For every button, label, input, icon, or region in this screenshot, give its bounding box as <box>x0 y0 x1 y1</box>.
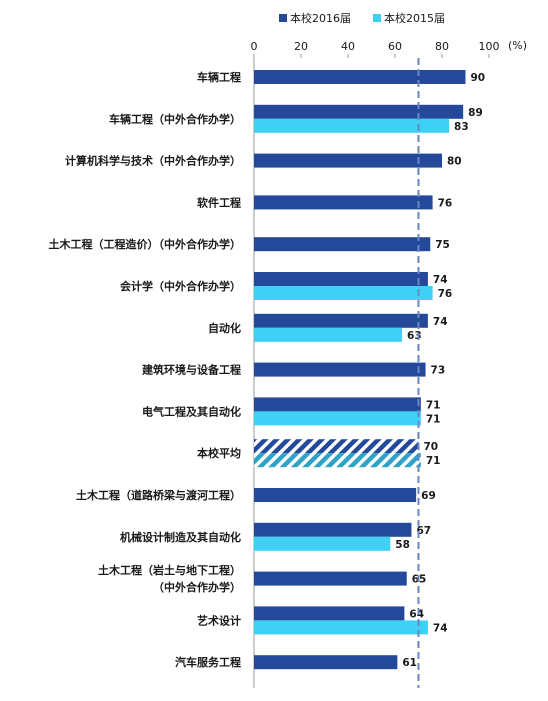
category-label: 汽车服务工程 <box>175 655 241 669</box>
bar-value-2015: 71 <box>426 413 441 425</box>
category-label: 土木工程（工程造价）（中外合作办学） <box>49 237 242 251</box>
x-tick-label: 100 <box>479 40 500 53</box>
bar-2016 <box>254 362 426 377</box>
category-label: 机械设计制造及其自动化 <box>120 530 241 544</box>
bar-2016 <box>254 488 417 502</box>
bar-2015 <box>254 453 421 468</box>
bar-value-2016: 89 <box>468 107 483 119</box>
bar-value-2016: 76 <box>438 197 453 209</box>
category-label: 自动化 <box>208 321 241 335</box>
category-label: 会计学（中外合作办学） <box>120 279 241 293</box>
bar-2016 <box>254 237 431 252</box>
bar-value-2016: 64 <box>409 608 424 620</box>
bar-value-2016: 67 <box>416 525 431 537</box>
bar-value-2015: 76 <box>438 288 453 300</box>
bar-value-2016: 71 <box>426 399 441 411</box>
bar-2015 <box>254 411 421 426</box>
bar-2016 <box>254 606 405 621</box>
category-label: 本校平均 <box>197 446 241 460</box>
bar-value-2015: 71 <box>426 455 441 467</box>
category-label: 车辆工程（中外合作办学） <box>109 112 241 126</box>
legend-label-2015: 本校2015届 <box>384 11 445 25</box>
bar-2016 <box>254 571 407 586</box>
bar-2016 <box>254 104 464 119</box>
bar-2016 <box>254 522 412 537</box>
bar-value-2016: 75 <box>435 239 450 251</box>
bar-value-2016: 73 <box>431 365 446 377</box>
x-tick-label: 20 <box>294 40 308 53</box>
x-tick-label: 40 <box>341 40 355 53</box>
category-label: 车辆工程 <box>197 70 241 84</box>
bar-value-2016: 70 <box>424 441 439 453</box>
bar-value-2016: 90 <box>471 72 486 84</box>
bar-2016 <box>254 272 428 286</box>
category-label: 建筑环境与设备工程 <box>142 363 241 377</box>
category-label: 土木工程（岩土与地下工程） <box>98 563 241 577</box>
x-tick-label: 60 <box>388 40 402 53</box>
bar-2016 <box>254 655 398 670</box>
legend: 本校2016届 本校2015届 <box>279 11 445 25</box>
bar-value-2015: 58 <box>395 539 410 551</box>
unit-label: (%) <box>508 39 527 52</box>
bar-2015 <box>254 286 433 300</box>
bar-value-2016: 69 <box>421 490 436 502</box>
bar-2016 <box>254 397 421 412</box>
bar-value-2015: 83 <box>454 121 469 133</box>
legend-swatch-2016 <box>279 14 287 22</box>
category-label: 电气工程及其自动化 <box>142 404 241 418</box>
x-axis-ticks: 0 20 40 60 80 100 <box>251 40 500 58</box>
bar-value-2016: 80 <box>447 156 462 168</box>
legend-label-2016: 本校2016届 <box>290 11 351 25</box>
bars: 9089838076757476746373717170716967586564… <box>254 70 486 670</box>
bar-value-2016: 74 <box>433 274 448 286</box>
bar-2015 <box>254 327 403 342</box>
bar-value-2016: 74 <box>433 316 448 328</box>
bar-2016 <box>254 313 428 328</box>
category-label: 计算机科学与技术（中外合作办学） <box>65 154 241 168</box>
category-label: （中外合作办学） <box>153 580 241 594</box>
bar-2016 <box>254 153 442 168</box>
bar-2016 <box>254 439 419 454</box>
category-label: 土木工程（道路桥梁与渡河工程） <box>76 488 241 502</box>
x-tick-label: 80 <box>435 40 449 53</box>
category-label: 软件工程 <box>197 195 241 209</box>
bar-2016 <box>254 195 433 210</box>
bar-2015 <box>254 620 428 635</box>
bar-2015 <box>254 536 391 551</box>
bar-value-2015: 74 <box>433 622 448 634</box>
bar-2015 <box>254 118 450 133</box>
legend-swatch-2015 <box>373 14 381 22</box>
category-label: 艺术设计 <box>197 613 241 627</box>
bar-value-2016: 61 <box>402 657 417 669</box>
bar-2016 <box>254 70 466 84</box>
x-tick-label: 0 <box>251 40 258 53</box>
